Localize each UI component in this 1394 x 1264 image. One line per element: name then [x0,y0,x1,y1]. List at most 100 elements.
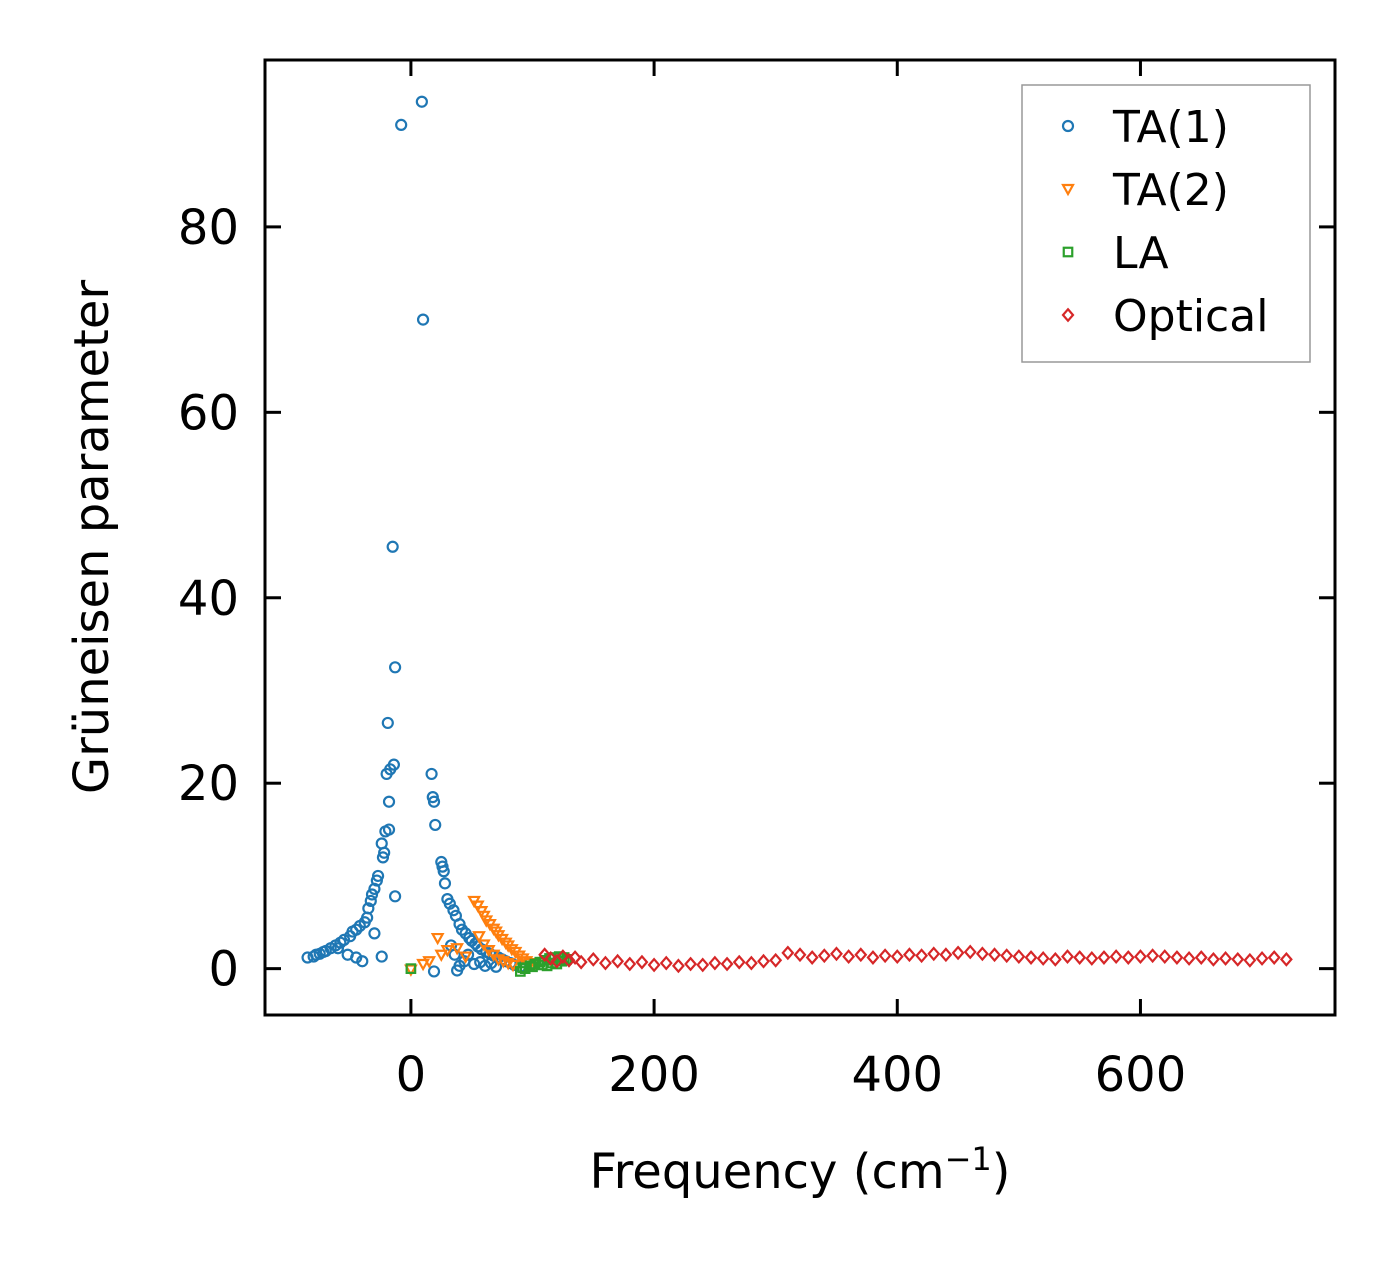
data-point [1109,949,1123,965]
y-tick-label: 80 [178,200,239,256]
data-point [416,313,430,326]
data-point [527,961,538,973]
data-point [1243,952,1257,968]
data-point [379,825,392,838]
data-point [344,930,357,943]
data-point [389,661,402,674]
data-point [732,954,746,970]
data-point [963,944,977,960]
data-point [427,965,441,978]
plot-area [301,95,1293,978]
data-point [405,963,417,974]
data-point [842,949,856,965]
data-point [317,945,330,959]
data-point [438,877,452,890]
legend-marker [1062,246,1074,258]
data-point [830,946,843,962]
data-point [430,932,445,946]
data-point [309,948,323,961]
data-point [1073,950,1087,965]
data-point [447,904,460,917]
y-tick-label: 20 [178,756,239,812]
data-point [1097,950,1111,965]
data-point [1158,949,1172,965]
data-point [382,795,396,808]
data-point [404,964,418,977]
data-point [440,944,455,958]
data-point [623,956,637,972]
data-point [544,951,558,966]
series-la [405,951,572,977]
axis-ticks [265,60,1335,1015]
data-point [1206,951,1220,967]
data-point [708,955,722,971]
y-axis-title: Grüneisen parameter [64,280,120,795]
data-point [568,950,582,965]
data-point [744,955,758,971]
data-point [1194,950,1208,965]
data-point [1085,951,1099,966]
data-point [427,795,441,808]
data-point [1146,948,1160,964]
legend-label: LA [1113,228,1169,279]
data-point [1133,949,1147,965]
data-point [556,949,570,965]
legend-label: TA(2) [1112,165,1229,216]
data-point [1170,950,1184,965]
data-point [386,540,399,553]
y-tick-label: 0 [208,942,239,998]
x-axis-title-close: ) [992,1144,1011,1200]
legend-item: Optical [1061,291,1268,342]
series-ta-1- [301,95,527,978]
data-point [696,957,710,973]
legend-marker [1061,119,1075,133]
data-point [878,948,892,964]
data-point [866,950,880,965]
legend: TA(1) TA(2) LA Optical [1021,84,1311,363]
data-point [598,955,612,971]
data-point [975,946,989,962]
data-point [434,949,449,962]
data-point [902,947,916,963]
data-point [890,949,904,965]
data-point [562,952,576,968]
legend-label: Optical [1113,291,1268,342]
x-tick-label: 200 [608,1047,700,1103]
data-point [395,118,408,132]
x-tick-label: 0 [396,1047,427,1103]
data-point [389,890,402,903]
data-point [769,952,783,968]
data-point [1000,948,1014,964]
legend-label: TA(1) [1112,102,1229,153]
data-point [506,959,520,973]
data-point [365,888,379,901]
data-point [939,947,953,963]
data-point [1279,951,1293,967]
series-optical [538,944,1293,974]
data-point [720,956,734,972]
data-point [455,923,469,936]
data-point [1182,951,1196,966]
data-point [1267,950,1281,965]
data-point [781,945,795,961]
data-point [915,948,929,964]
data-point [927,946,941,962]
plot-frame [263,58,1337,1017]
data-point [586,951,600,967]
data-point [425,767,438,781]
data-point [538,947,552,963]
legend-item: TA(2) [1061,165,1229,216]
data-point [611,953,625,969]
data-point [375,950,388,963]
data-point [468,957,481,971]
y-tick-label: 60 [178,385,239,441]
data-point [368,882,381,896]
data-point [757,953,770,969]
data-point [951,945,965,961]
data-point [376,851,390,864]
legend-marker [1061,307,1075,323]
data-point [517,962,529,974]
x-axis-title-sup: −1 [945,1140,992,1178]
data-point [635,954,649,970]
